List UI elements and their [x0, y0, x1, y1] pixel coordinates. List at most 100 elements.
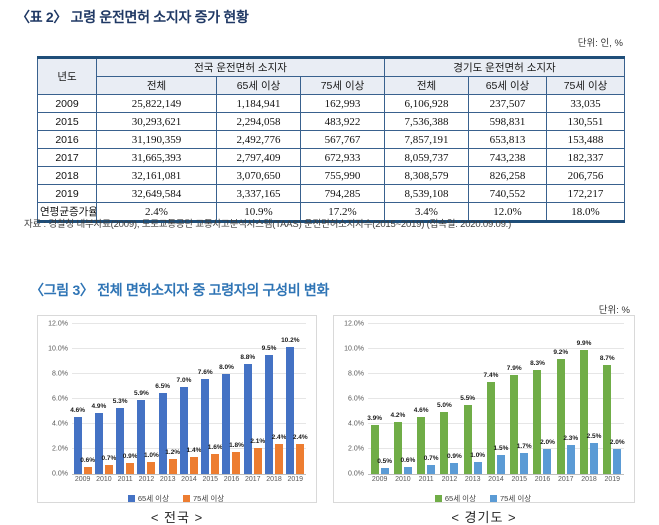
bar-65세 이상: [463, 405, 472, 474]
bar-value-label: 5.3%: [112, 397, 128, 405]
x-tick-label: 2010: [395, 476, 411, 483]
bar-65세 이상: [116, 407, 125, 474]
bar-group: 8.8% 2.1%: [240, 324, 266, 474]
y-tick-label: 0.0%: [348, 470, 364, 478]
bar-value-label: 2.1%: [250, 437, 266, 445]
bar-value-label: 0.7%: [101, 455, 117, 463]
bar-75세 이상: [520, 452, 529, 474]
bar-75세 이상: [232, 451, 241, 474]
bar-value-label: 10.2%: [281, 336, 300, 344]
y-tick-label: 10.0%: [344, 345, 364, 353]
bar-65세 이상: [243, 364, 252, 474]
value-cell: 8,308,579: [384, 166, 469, 185]
col-header-year: 년도: [37, 57, 97, 95]
bar-group: 4.6% 0.6%: [70, 324, 95, 474]
bar-65세 이상: [222, 374, 231, 474]
bar-65세 이상: [580, 350, 589, 474]
y-tick-label: 6.0%: [348, 395, 364, 403]
bar-75세 이상: [189, 456, 198, 474]
y-tick-label: 0.0%: [52, 470, 68, 478]
value-cell: 740,552: [468, 184, 547, 203]
bar-value-label: 0.5%: [377, 457, 393, 465]
bar-group: 8.0% 1.8%: [219, 324, 244, 474]
y-axis-labels: 12.0% 10.0% 8.0% 6.0% 4.0% 2.0% 0.0%: [42, 321, 72, 478]
value-cell: 182,337: [546, 148, 625, 167]
value-cell: 2,797,409: [216, 148, 301, 167]
gridline: [72, 398, 306, 399]
table-row: 2017 31,665,393 2,797,409 672,933 8,059,737 7…: [37, 148, 625, 167]
bar-65세 이상: [370, 425, 379, 474]
bar-value-label: 1.5%: [493, 445, 509, 453]
table-unit-label: 단위: 인, %: [577, 38, 623, 49]
table-subheader-row: 전체 65세 이상 75세 이상 전체 65세 이상 75세 이상: [38, 76, 625, 95]
table-row: 연평균증가율 2.4% 10.9% 17.2% 3.4% 12.0% 18.0%: [37, 202, 625, 222]
col-subheader-0-0: 전체: [96, 76, 217, 95]
bar-value-label: 7.4%: [483, 371, 499, 379]
bar-group: 5.9% 1.0%: [134, 324, 159, 474]
value-cell: 17.2%: [300, 202, 385, 222]
bar-value-label: 2.3%: [563, 435, 579, 443]
col-subheader-1-0: 전체: [384, 76, 469, 95]
x-axis-labels: 2009 2010 2011 2012 2013 2014 2015 2016 2017 2018…: [72, 476, 306, 489]
y-tick-label: 10.0%: [48, 345, 68, 353]
value-cell: 3,070,650: [216, 166, 301, 185]
chart-legend: 65세 이상 75세 이상: [42, 490, 310, 506]
legend-label: 65세 이상: [137, 493, 169, 503]
gridline: [72, 348, 306, 349]
gridline: [72, 373, 306, 374]
x-tick-label: 2011: [418, 476, 434, 483]
bar-value-label: 9.5%: [261, 345, 277, 353]
bar-value-label: 7.6%: [197, 369, 213, 376]
bar-value-label: 1.4%: [186, 446, 202, 454]
bar-75세 이상: [253, 447, 262, 474]
y-tick-label: 6.0%: [52, 395, 68, 403]
col-group-nationwide: 전국 운전면허 소지자: [96, 57, 385, 77]
bar-value-label: 1.0%: [470, 451, 486, 459]
bar-value-label: 3.9%: [367, 415, 383, 423]
bar-value-label: 2.4%: [271, 434, 287, 441]
x-tick-label: 2009: [74, 476, 91, 483]
value-cell: 3.4%: [384, 202, 469, 222]
gridline: [72, 448, 306, 449]
bar-group: 8.3% 2.0%: [530, 324, 555, 474]
gyeonggi-chart-block: 12.0% 10.0% 8.0% 6.0% 4.0% 2.0% 0.0% 3.9% 0.5% 4.…: [333, 315, 635, 525]
legend-swatch: [434, 494, 442, 502]
bar-65세 이상: [440, 411, 449, 474]
bar-group: 9.5% 2.4%: [261, 324, 287, 474]
bar-75세 이상: [543, 449, 552, 474]
bar-75세 이상: [211, 454, 220, 474]
license-holders-table: 년도 전국 운전면허 소지자 경기도 운전면허 소지자 전체 65세 이상 75세 …: [37, 56, 625, 223]
value-cell: 7,857,191: [384, 130, 469, 149]
bar-65세 이상: [201, 379, 210, 474]
bar-value-label: 0.7%: [423, 455, 439, 463]
table-header: 년도 전국 운전면허 소지자 경기도 운전면허 소지자 전체 65세 이상 75세 …: [37, 57, 625, 95]
legend-label: 75세 이상: [193, 493, 225, 503]
table-row: 2016 31,190,359 2,492,776 567,767 7,857,191 6…: [37, 130, 625, 149]
bar-group: 7.4% 1.5%: [483, 324, 509, 474]
bar-75세 이상: [275, 444, 284, 474]
x-tick-label: 2013: [464, 476, 481, 483]
x-axis-labels: 2009 2010 2011 2012 2013 2014 2015 2016 2017 2018…: [368, 476, 624, 489]
y-tick-label: 4.0%: [52, 420, 68, 428]
value-cell: 153,488: [546, 130, 625, 149]
value-cell: 672,933: [300, 148, 385, 167]
bar-65세 이상: [73, 416, 82, 474]
bar-value-label: 8.7%: [599, 355, 615, 363]
plot-area: 4.6% 0.6% 4.9% 0.7% 5.3% 0.9% 5.9% 1.0% 6.5% 1.2%…: [70, 323, 308, 475]
x-tick-label: 2011: [117, 476, 133, 483]
value-cell: 33,035: [546, 94, 625, 113]
value-cell: 8,059,737: [384, 148, 469, 167]
value-cell: 743,238: [468, 148, 547, 167]
table-title: 〈표 2〉 고령 운전면허 소지자 증가 현황: [16, 9, 249, 25]
bar-group: 10.2% 2.4%: [281, 324, 308, 474]
bar-value-label: 2.0%: [609, 439, 625, 446]
gridline: [368, 448, 624, 449]
bar-65세 이상: [510, 375, 519, 474]
x-tick-label: 2018: [581, 476, 597, 483]
value-cell: 2.4%: [96, 202, 217, 222]
value-cell: 172,217: [546, 184, 625, 203]
bar-group: 4.2% 0.6%: [390, 324, 415, 474]
bar-groups: 4.6% 0.6% 4.9% 0.7% 5.3% 0.9% 5.9% 1.0% 6.5% 1.2%…: [70, 324, 308, 474]
bar-65세 이상: [417, 416, 426, 474]
